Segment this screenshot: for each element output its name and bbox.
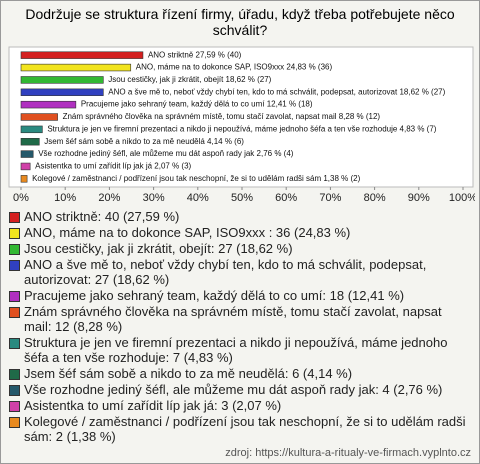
- x-tick-label: 0%: [13, 192, 29, 204]
- x-tick-label: 100%: [449, 192, 477, 204]
- bar: [20, 175, 28, 183]
- legend-label: Kolegové / zaměstnanci / podřízení jsou …: [24, 414, 466, 444]
- legend-label: Struktura je jen ve firemní prezentaci a…: [24, 335, 448, 365]
- x-tick-label: 50%: [231, 192, 253, 204]
- data-label: ANO a šve mě to, neboť vždy chybí ten, k…: [108, 87, 445, 96]
- bar: [20, 125, 43, 134]
- legend-item: Jsem šéf sám sobě a nikdo to za mě neudě…: [9, 366, 471, 381]
- legend-item: Asistentka to umí zařídit líp jak já: 3 …: [9, 398, 471, 413]
- bar: [20, 63, 132, 72]
- bar: [20, 113, 58, 121]
- bar: [20, 138, 40, 146]
- legend-label: Jsem šéf sám sobě a nikdo to za mě neudě…: [24, 366, 353, 381]
- source: zdroj: https://kultura-a-ritualy-ve-firm…: [225, 447, 471, 459]
- legend-swatch: [9, 369, 20, 380]
- legend-item: Vše rozhodne jediný šéfl, ale můžeme mu …: [9, 382, 471, 397]
- x-tick-label: 40%: [187, 192, 209, 204]
- legend-item: Kolegové / zaměstnanci / podřízení jsou …: [9, 414, 471, 444]
- x-tick-label: 20%: [98, 192, 120, 204]
- legend-swatch: [9, 260, 20, 271]
- x-tick-label: 70%: [319, 192, 341, 204]
- legend-label: Pracujeme jako sehraný team, každý dělá …: [24, 288, 405, 303]
- data-label: ANO striktně 27,59 % (40): [148, 50, 242, 59]
- bar: [20, 100, 77, 109]
- legend-swatch: [9, 401, 20, 412]
- x-tick-label: 60%: [275, 192, 297, 204]
- x-tick-label: 10%: [54, 192, 76, 204]
- x-tick-label: 80%: [364, 192, 386, 204]
- legend-swatch: [9, 228, 20, 239]
- data-label: Znám správného člověka na správném místě…: [63, 112, 381, 121]
- legend-swatch: [9, 338, 20, 349]
- legend-item: ANO striktně: 40 (27,59 %): [9, 209, 471, 224]
- legend-swatch: [9, 244, 20, 255]
- bar: [20, 162, 31, 171]
- data-label: Jsem šéf sám sobě a nikdo to za mě neudě…: [44, 137, 244, 146]
- plot: Dodržuje se struktura řízení firmy, úřad…: [8, 6, 477, 204]
- bar: [20, 76, 104, 84]
- legend-swatch: [9, 291, 20, 302]
- legend-item: Struktura je jen ve firemní prezentaci a…: [9, 335, 471, 365]
- legend-label: Asistentka to umí zařídit líp jak já: 3 …: [24, 398, 282, 413]
- legend-item: Znám správného člověka na správném místě…: [9, 304, 471, 334]
- bar: [20, 51, 144, 59]
- data-label: Pracujeme jako sehraný team, každý dělá …: [81, 100, 313, 109]
- legend-swatch: [9, 385, 20, 396]
- legend-label: ANO a šve mě to, neboť vždy chybí ten, k…: [24, 257, 427, 287]
- data-label: Vše rozhodne jediný šéfl, ale můžeme mu …: [38, 149, 294, 158]
- bar: [20, 88, 104, 96]
- chart-title: Dodržuje se struktura řízení firmy, úřad…: [25, 6, 454, 38]
- legend-label: Znám správného člověka na správném místě…: [24, 304, 442, 334]
- legend: ANO striktně: 40 (27,59 %) ANO, máme na t…: [9, 209, 471, 445]
- legend-item: ANO, máme na to dokonce SAP, ISO9xxx : 3…: [9, 225, 471, 240]
- data-label: Struktura je jen ve firemní prezentaci a…: [47, 124, 436, 133]
- legend-swatch: [9, 307, 20, 318]
- x-tick-label: 30%: [143, 192, 165, 204]
- legend-label: ANO striktně: 40 (27,59 %): [24, 209, 180, 224]
- legend-swatch: [9, 212, 20, 223]
- legend-item: Pracujeme jako sehraný team, každý dělá …: [9, 288, 471, 303]
- data-label: Kolegové / zaměstnanci / podřízení jsou …: [32, 174, 361, 183]
- bar: [20, 150, 34, 158]
- legend-label: Jsou cestičky, jak ji zkrátit, obejít: 2…: [24, 241, 293, 256]
- legend-item: Jsou cestičky, jak ji zkrátit, obejít: 2…: [9, 241, 471, 256]
- legend-label: Vše rozhodne jediný šéfl, ale můžeme mu …: [24, 382, 443, 397]
- data-label: Jsou cestičky, jak ji zkrátit, obejít 18…: [108, 75, 271, 84]
- legend-label: ANO, máme na to dokonce SAP, ISO9xxx : 3…: [24, 225, 351, 240]
- data-label: Asistentka to umí zařídit líp jak já 2,0…: [35, 162, 191, 171]
- x-tick-label: 90%: [408, 192, 430, 204]
- legend-item: ANO a šve mě to, neboť vždy chybí ten, k…: [9, 257, 471, 287]
- data-label: ANO, máme na to dokonce SAP, ISO9xxx 24,…: [136, 63, 333, 72]
- legend-swatch: [9, 417, 20, 428]
